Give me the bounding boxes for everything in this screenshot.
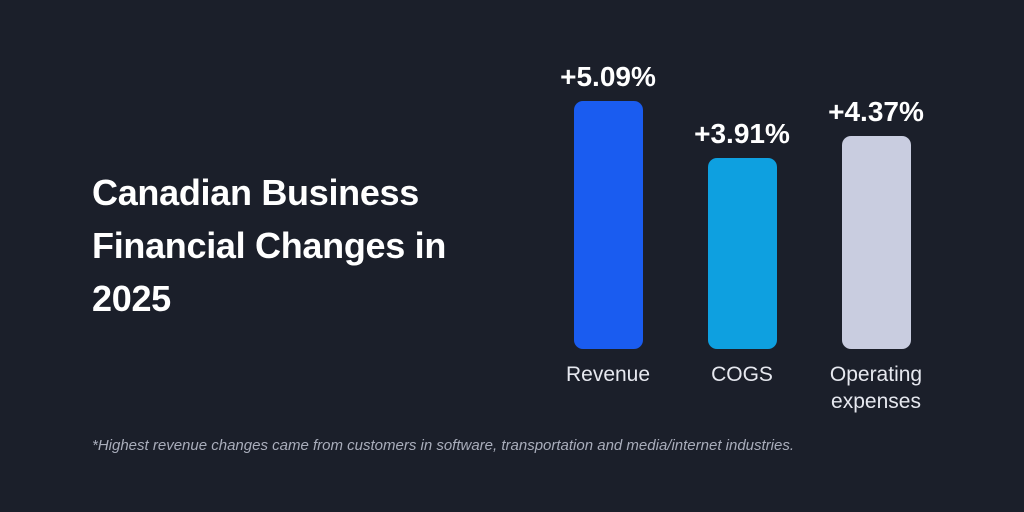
- bar: [573, 101, 643, 349]
- footnote: *Highest revenue changes came from custo…: [92, 437, 795, 454]
- category-label: Operating expenses: [829, 363, 923, 413]
- chart-title: Canadian Business Financial Changes in 2…: [92, 172, 447, 319]
- value-label: +4.37%: [828, 96, 924, 128]
- category-label: Revenue: [565, 363, 651, 386]
- value-label: +5.09%: [560, 61, 656, 92]
- value-label: +3.91%: [694, 118, 790, 150]
- category-label: COGS: [711, 363, 773, 386]
- bar: [841, 136, 911, 349]
- bar: [707, 158, 777, 349]
